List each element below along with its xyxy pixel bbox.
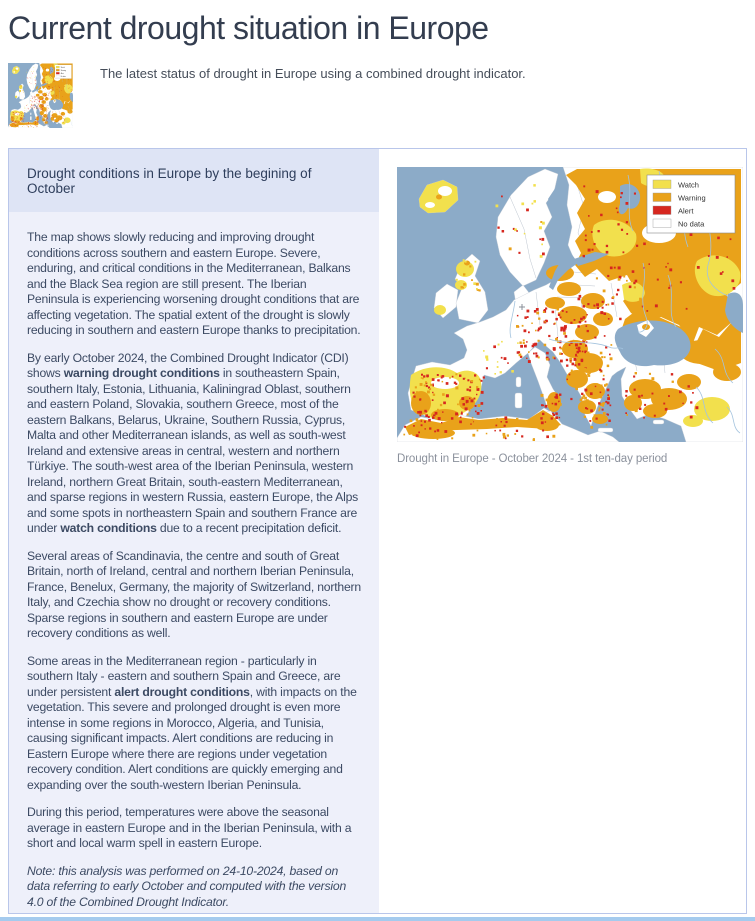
drought-map-thumbnail: Watch Warning Alert No data <box>8 62 73 128</box>
map-legend: Watch Warning Alert No data <box>54 64 72 79</box>
drought-panel: Drought conditions in Europe by the begi… <box>8 148 747 914</box>
panel-paragraph: By early October 2024, the Combined Drou… <box>27 350 359 536</box>
drought-map: Watch Warning Alert No data <box>397 167 743 442</box>
legend-item-alert: Alert <box>652 205 694 216</box>
panel-paragraph: Some areas in the Mediterranean region -… <box>27 653 357 792</box>
legend-item-warning: Warning <box>652 192 706 203</box>
inland-seas <box>548 184 743 367</box>
page-title: Current drought situation in Europe <box>8 10 489 46</box>
drought-regions <box>9 62 73 127</box>
svg-text:No data: No data <box>678 220 705 229</box>
map-caption: Drought in Europe - October 2024 - 1st t… <box>397 453 668 465</box>
map-legend: Watch Warning Alert No data <box>646 174 736 234</box>
svg-text:Warning: Warning <box>61 69 66 71</box>
inland-seas <box>36 66 73 110</box>
svg-text:Watch: Watch <box>678 181 699 190</box>
legend-item-watch: Watch <box>652 179 699 190</box>
svg-text:Watch: Watch <box>61 65 65 68</box>
svg-text:Alert: Alert <box>678 207 694 216</box>
rivers <box>509 170 741 434</box>
panel-heading: Drought conditions in Europe by the begi… <box>9 149 379 212</box>
panel-paragraph: The map shows slowly reducing and improv… <box>27 230 361 337</box>
panel-text-column: Drought conditions in Europe by the begi… <box>9 149 379 913</box>
svg-text:No data: No data <box>61 74 66 77</box>
panel-body: The map shows slowly reducing and improv… <box>9 212 379 921</box>
next-section-edge <box>0 917 755 921</box>
legend-item-no-data: No data <box>652 218 705 229</box>
page-subtitle: The latest status of drought in Europe u… <box>100 65 526 81</box>
intro-section: Watch Warning Alert No data <box>8 62 755 128</box>
svg-text:Warning: Warning <box>678 194 706 203</box>
panel-paragraph: During this period, temperatures were ab… <box>27 805 352 850</box>
graticule-marker <box>519 304 525 310</box>
panel-paragraph: Several areas of Scandinavia, the centre… <box>27 548 361 641</box>
analysis-note: Note: this analysis was performed on 24-… <box>27 863 347 909</box>
svg-text:Alert: Alert <box>61 71 64 74</box>
panel-map-column: Watch Warning Alert No data <box>379 149 746 913</box>
